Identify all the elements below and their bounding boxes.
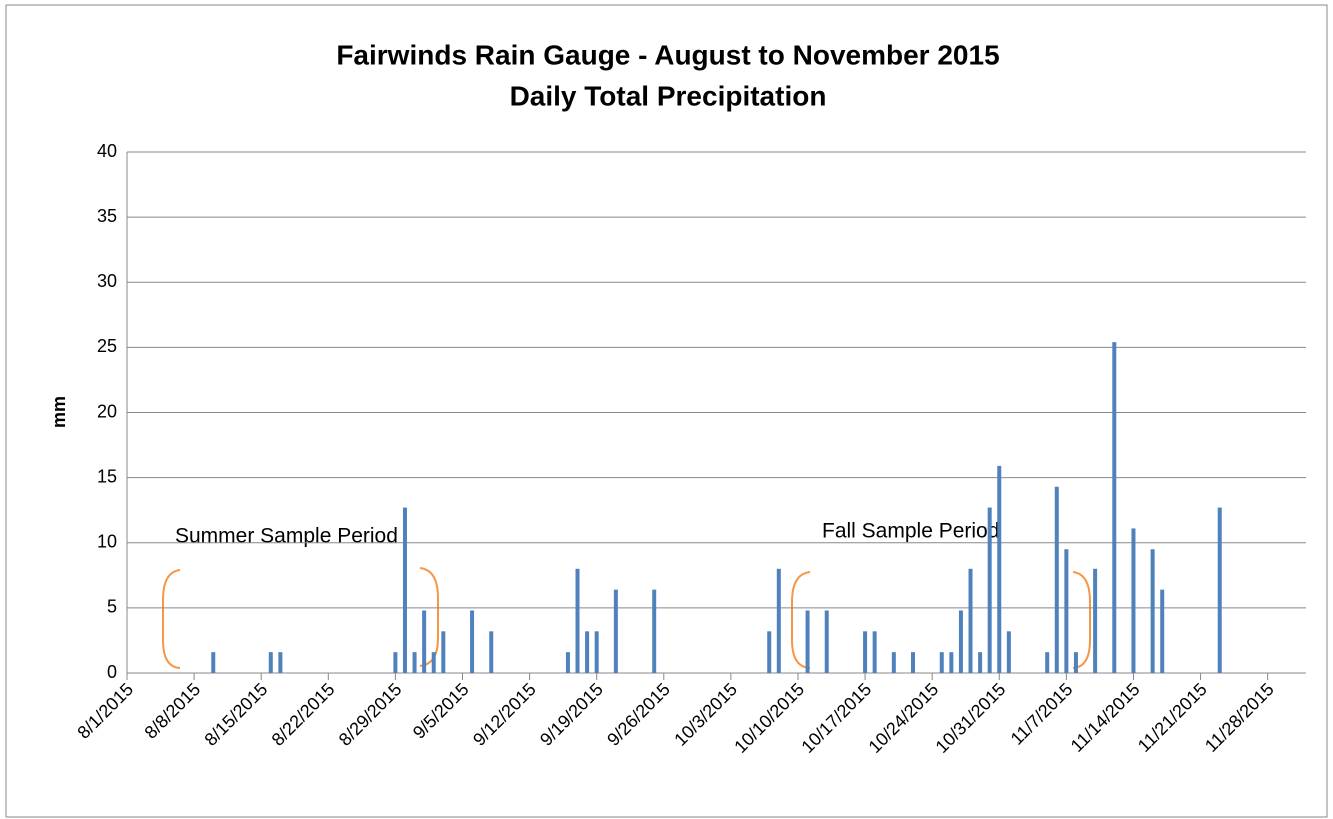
- bar: [1112, 342, 1117, 673]
- y-tick-label: 0: [107, 662, 117, 682]
- chart-subtitle: Daily Total Precipitation: [510, 80, 827, 111]
- bracket: [1072, 571, 1091, 669]
- bar: [1064, 549, 1069, 673]
- bar: [1054, 486, 1059, 673]
- y-tick-label: 40: [97, 141, 117, 161]
- bar: [1150, 549, 1155, 673]
- bar: [949, 652, 954, 673]
- bar: [978, 652, 983, 673]
- bar: [968, 568, 973, 673]
- bracket: [162, 569, 181, 669]
- bar: [422, 610, 427, 673]
- bar: [939, 652, 944, 673]
- bar: [565, 652, 570, 673]
- bar: [470, 610, 475, 673]
- bar: [1045, 652, 1050, 673]
- y-tick-label: 30: [97, 271, 117, 291]
- bar: [575, 568, 580, 673]
- bar: [441, 631, 446, 673]
- bar: [1131, 528, 1136, 673]
- bar: [489, 631, 494, 673]
- bracket: [419, 567, 439, 667]
- bar: [613, 589, 618, 673]
- y-tick-label: 20: [97, 401, 117, 421]
- bar: [1160, 589, 1165, 673]
- bar: [891, 652, 896, 673]
- chart-frame: [5, 4, 1328, 818]
- bar: [987, 507, 992, 673]
- bar: [805, 610, 810, 673]
- bar: [594, 631, 599, 673]
- y-tick-label: 35: [97, 206, 117, 226]
- bar: [585, 631, 590, 673]
- y-tick-label: 10: [97, 532, 117, 552]
- bar: [431, 652, 436, 673]
- annotation: Summer Sample Period: [175, 525, 398, 548]
- bar: [652, 589, 657, 673]
- bar: [767, 631, 772, 673]
- y-axis-label: mm: [49, 396, 69, 428]
- y-tick-label: 5: [107, 597, 117, 617]
- annotation: Fall Sample Period: [822, 520, 999, 543]
- bar: [911, 652, 915, 673]
- bar: [1093, 568, 1098, 673]
- bar: [958, 610, 963, 673]
- bar: [863, 631, 868, 673]
- y-tick-label: 25: [97, 336, 117, 356]
- bar: [1217, 507, 1222, 673]
- bar: [824, 610, 829, 673]
- bar: [268, 652, 273, 673]
- bar: [393, 652, 398, 673]
- bar: [776, 568, 781, 673]
- bar: [211, 652, 216, 673]
- bar: [1006, 631, 1011, 673]
- bar: [997, 465, 1002, 673]
- bracket: [791, 571, 811, 669]
- bar: [402, 507, 407, 673]
- chart-title: Fairwinds Rain Gauge - August to Novembe…: [336, 39, 999, 70]
- bar: [278, 652, 283, 673]
- bar: [1073, 652, 1078, 673]
- bar: [412, 652, 417, 673]
- bar: [872, 631, 877, 673]
- y-tick-label: 15: [97, 466, 117, 486]
